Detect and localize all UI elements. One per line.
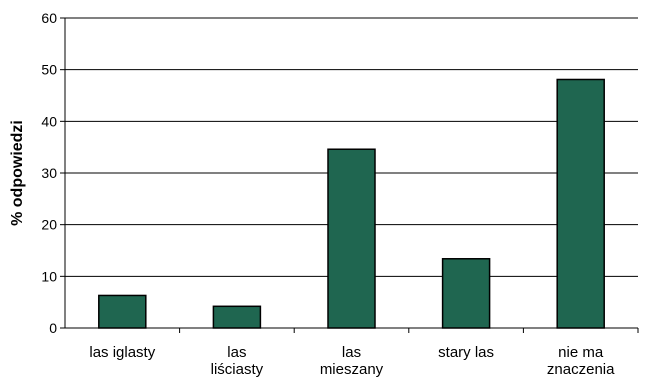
x-category-label: nie ma xyxy=(558,344,604,361)
y-tick-label: 0 xyxy=(49,320,57,336)
x-category-label: stary las xyxy=(438,344,494,361)
y-tick-label: 60 xyxy=(41,10,57,26)
y-axis-title: % odpowiedzi xyxy=(9,120,26,226)
x-category-label: las iglasty xyxy=(89,344,155,361)
y-tick-label: 40 xyxy=(41,113,57,129)
y-tick-label: 20 xyxy=(41,217,57,233)
y-tick-label: 10 xyxy=(41,268,57,284)
y-tick-label: 30 xyxy=(41,165,57,181)
bar xyxy=(98,294,147,329)
x-category-label: liściasty xyxy=(211,361,264,377)
bars xyxy=(98,78,605,329)
x-axis-category-labels: las iglasty lasliściastylasmieszanystary … xyxy=(89,328,639,377)
x-category-label: las xyxy=(227,344,246,361)
bar xyxy=(556,78,605,329)
x-category-label: mieszany xyxy=(320,361,384,377)
x-category-label: znaczenia xyxy=(547,361,615,377)
x-category-label: las xyxy=(342,344,361,361)
bar xyxy=(327,148,376,329)
bar xyxy=(441,258,491,329)
bar xyxy=(212,305,262,329)
y-tick-label: 50 xyxy=(41,62,57,78)
y-axis-tick-labels: 0 10 20 30 40 50 60 xyxy=(41,10,65,336)
